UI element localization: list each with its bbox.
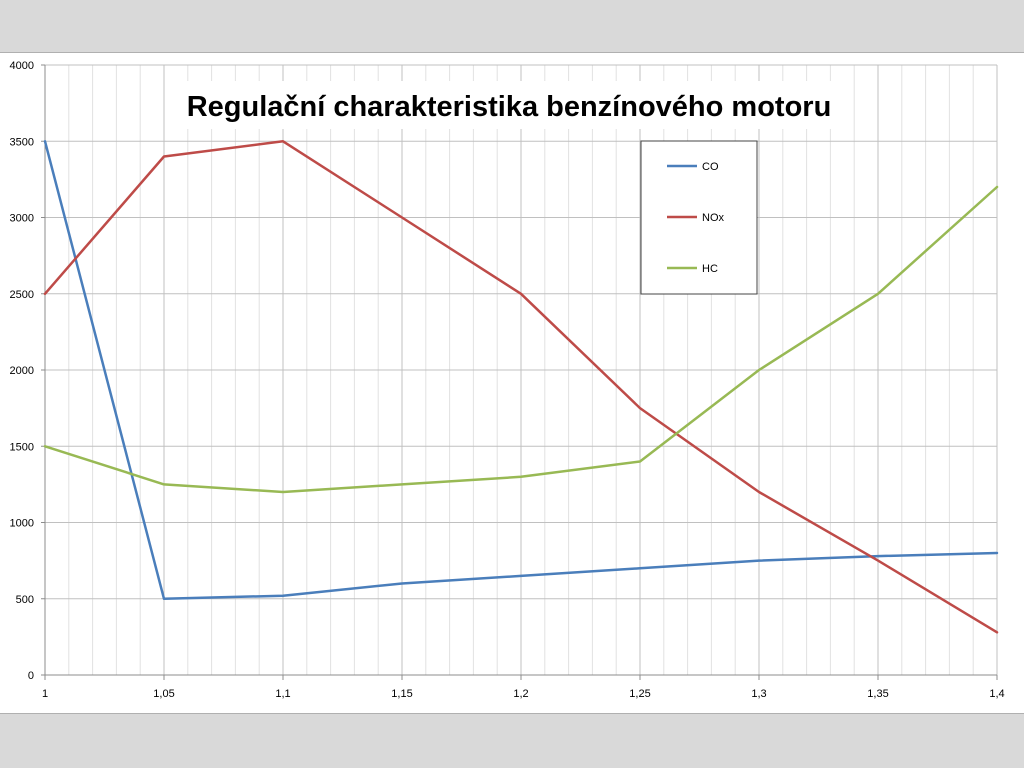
line-chart: 0 500 1000 1500 2000 2500 3000 3500 4000 1 1,05 1,1… [10,60,1005,700]
chart-title-group: Regulační charakteristika benzínového mo… [176,81,842,129]
y-tick-label: 2000 [10,365,34,377]
series-line-co [43,140,999,601]
x-tick-label: 1,35 [867,688,888,700]
legend-label-co: CO [702,161,719,173]
y-tick-label: 500 [16,594,34,606]
legend-label-nox: NOx [702,212,725,224]
legend-box [640,140,758,295]
y-tick-label: 2500 [10,289,34,301]
x-tick-label: 1,2 [513,688,528,700]
legend: CO NOx HC [640,140,758,295]
y-tick-label: 1500 [10,441,34,453]
x-tick-label: 1,3 [751,688,766,700]
axes: 0 500 1000 1500 2000 2500 3000 3500 4000 1 1,05 1,1… [10,60,1005,700]
chart-title-background [176,81,842,129]
y-tick-label: 1000 [10,518,34,530]
y-tick-label: 0 [28,670,34,682]
chart-title: Regulační charakteristika benzínového mo… [187,91,832,123]
y-tick-label: 3000 [10,213,34,225]
x-tick-label: 1,1 [275,688,290,700]
chart-panel: 0 500 1000 1500 2000 2500 3000 3500 4000 1 1,05 1,1… [0,52,1024,714]
y-tick-label: 3500 [10,136,34,148]
x-tick-label: 1,15 [391,688,412,700]
series-line-nox [43,140,999,634]
legend-label-hc: HC [702,263,718,275]
grid-lines [45,64,998,675]
x-tick-label: 1,4 [989,688,1004,700]
x-tick-label: 1,25 [629,688,650,700]
series-line-hc [43,185,999,494]
y-tick-label: 4000 [10,60,34,72]
x-tick-label: 1 [42,688,48,700]
x-tick-label: 1,05 [153,688,174,700]
data-series [43,140,999,634]
